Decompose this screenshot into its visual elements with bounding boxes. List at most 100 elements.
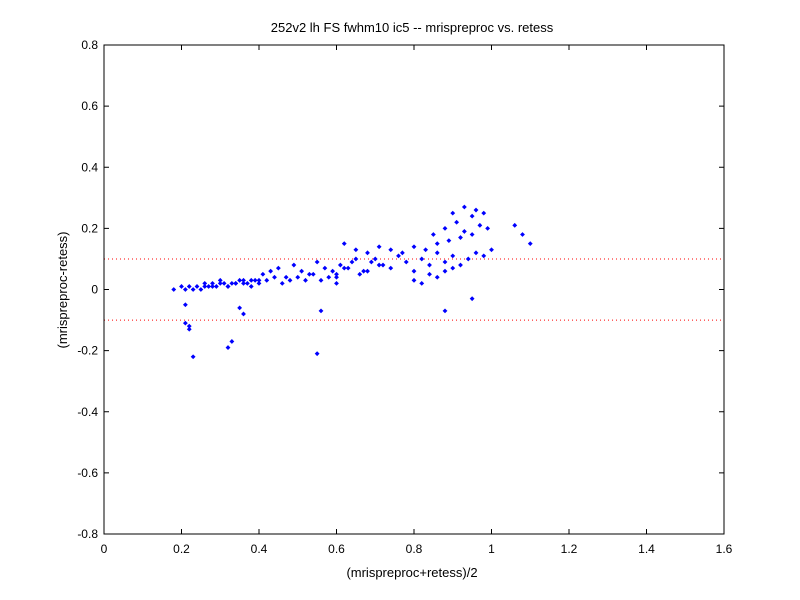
data-point <box>469 296 475 302</box>
data-point <box>241 277 246 283</box>
data-point <box>210 280 215 286</box>
y-tick-label: 0.4 <box>81 160 98 174</box>
data-point <box>299 268 305 274</box>
data-point <box>461 204 467 210</box>
data-points <box>171 204 533 360</box>
data-point <box>430 232 436 237</box>
x-tick-label: 1.2 <box>561 542 578 556</box>
data-point <box>372 256 378 262</box>
data-point <box>182 320 188 326</box>
data-point <box>365 250 370 256</box>
data-point <box>353 247 359 253</box>
data-point <box>423 247 429 253</box>
data-point <box>190 287 196 292</box>
data-point <box>275 265 281 271</box>
y-tick-label: -0.4 <box>77 405 98 419</box>
data-point <box>434 250 440 256</box>
data-point <box>279 280 285 286</box>
data-point <box>458 235 463 240</box>
data-point <box>237 277 243 283</box>
data-point <box>434 274 440 280</box>
data-point <box>248 284 254 289</box>
data-point <box>233 280 239 286</box>
x-tick-label: 0.6 <box>328 542 345 556</box>
data-point <box>186 323 192 329</box>
data-point <box>461 229 467 234</box>
data-point <box>512 222 518 228</box>
data-point <box>241 280 246 286</box>
data-point <box>353 256 359 262</box>
data-point <box>361 268 367 274</box>
y-tick-label: 0.6 <box>81 99 98 113</box>
data-point <box>520 232 525 237</box>
y-tick-label: 0 <box>91 283 98 297</box>
data-point <box>477 222 483 228</box>
x-tick-label: 0 <box>101 542 108 556</box>
x-tick-label: 1.4 <box>638 542 655 556</box>
data-point <box>419 280 425 286</box>
data-point <box>171 287 177 292</box>
data-point <box>450 253 456 259</box>
data-point <box>241 311 246 317</box>
data-point <box>314 259 320 265</box>
data-point <box>217 280 223 286</box>
data-point <box>411 244 417 250</box>
data-point <box>190 354 196 360</box>
data-point <box>337 262 343 268</box>
data-point <box>213 284 219 289</box>
data-point <box>411 268 417 274</box>
data-point <box>473 207 479 213</box>
x-tick-label: 0.2 <box>173 542 190 556</box>
data-point <box>349 259 355 265</box>
data-point <box>527 241 533 247</box>
y-tick-label: -0.6 <box>77 466 98 480</box>
data-point <box>198 287 204 292</box>
data-point <box>450 210 456 216</box>
data-point <box>442 308 448 314</box>
data-point <box>368 259 374 265</box>
data-point <box>469 213 475 219</box>
data-point <box>182 287 188 292</box>
data-point <box>256 277 262 283</box>
data-point <box>310 271 316 277</box>
x-axis-label: (mrispreproc+retess)/2 <box>346 565 477 580</box>
x-tick-label: 0.4 <box>251 542 268 556</box>
data-point <box>217 277 223 283</box>
x-tick-label: 1 <box>488 542 495 556</box>
data-point <box>330 268 336 274</box>
data-point <box>202 284 208 289</box>
data-point <box>186 326 192 332</box>
data-point <box>314 351 320 357</box>
y-axis-ticks: -0.8 -0.6 -0.4 -0.2 0 0.2 0.4 0.6 0.8 <box>77 38 724 541</box>
data-point <box>442 268 448 274</box>
data-point <box>287 277 293 283</box>
data-point <box>458 262 463 268</box>
data-point <box>446 238 452 243</box>
data-point <box>481 210 487 216</box>
data-point <box>485 225 491 231</box>
data-point <box>388 247 394 253</box>
data-point <box>481 253 487 259</box>
data-point <box>376 244 382 250</box>
y-tick-label: -0.2 <box>77 344 98 358</box>
data-point <box>442 225 448 231</box>
data-point <box>179 284 184 289</box>
data-point <box>303 277 308 283</box>
data-point <box>326 274 332 280</box>
data-point <box>264 277 270 283</box>
y-tick-label: -0.8 <box>77 527 98 541</box>
data-point <box>283 274 289 280</box>
chart-title: 252v2 lh FS fwhm10 ic5 -- mrispreproc vs… <box>271 20 554 35</box>
data-point <box>194 284 200 289</box>
data-point <box>252 277 258 283</box>
y-axis-label: (mrispreproc-retess) <box>55 231 70 348</box>
data-point <box>454 219 460 225</box>
data-point <box>341 241 347 247</box>
data-point <box>469 232 475 237</box>
data-point <box>206 284 212 289</box>
data-point <box>225 284 231 289</box>
data-point <box>295 274 301 280</box>
data-point <box>442 259 448 265</box>
data-point <box>322 265 328 271</box>
